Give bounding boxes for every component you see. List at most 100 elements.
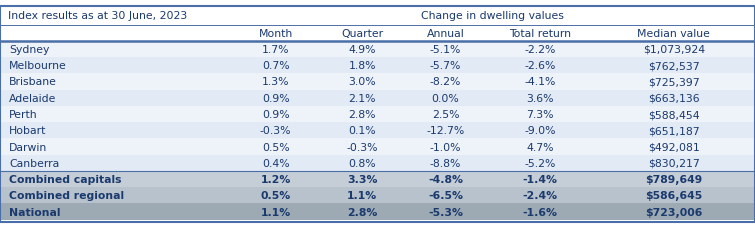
Text: 3.0%: 3.0%	[349, 77, 376, 87]
Text: 0.7%: 0.7%	[262, 61, 289, 71]
Bar	[0, 90, 230, 106]
Text: -5.3%: -5.3%	[428, 207, 463, 217]
Text: $492,081: $492,081	[648, 142, 700, 152]
Text: Combined capitals: Combined capitals	[9, 174, 122, 184]
Text: 4.9%: 4.9%	[349, 45, 376, 55]
Text: $588,454: $588,454	[648, 109, 700, 120]
Bar	[404, 42, 487, 58]
Text: -8.8%: -8.8%	[430, 158, 461, 168]
Text: 2.1%: 2.1%	[349, 93, 376, 103]
Bar	[230, 106, 321, 123]
Text: -4.8%: -4.8%	[428, 174, 463, 184]
Text: $663,136: $663,136	[648, 93, 700, 103]
Text: 0.5%: 0.5%	[260, 191, 291, 200]
Bar	[487, 42, 593, 58]
Bar	[593, 25, 755, 42]
Bar	[404, 58, 487, 74]
Text: 3.3%: 3.3%	[347, 174, 378, 184]
Bar	[593, 42, 755, 58]
Bar	[487, 204, 593, 220]
Text: Brisbane: Brisbane	[9, 77, 57, 87]
Bar	[321, 139, 404, 155]
Text: Hobart: Hobart	[9, 126, 47, 136]
Text: 1.1%: 1.1%	[260, 207, 291, 217]
Text: 0.4%: 0.4%	[262, 158, 289, 168]
Bar	[0, 74, 230, 90]
Bar	[487, 90, 593, 106]
Text: Quarter: Quarter	[341, 29, 384, 38]
Bar	[230, 204, 321, 220]
Bar	[0, 58, 230, 74]
Text: 2.8%: 2.8%	[347, 207, 378, 217]
Bar	[321, 171, 404, 187]
Bar	[230, 139, 321, 155]
Text: 7.3%: 7.3%	[526, 109, 553, 120]
Text: 1.7%: 1.7%	[262, 45, 289, 55]
Text: $1,073,924: $1,073,924	[643, 45, 705, 55]
Text: 0.9%: 0.9%	[262, 93, 289, 103]
Text: -5.2%: -5.2%	[524, 158, 556, 168]
Bar	[0, 139, 230, 155]
Bar	[487, 74, 593, 90]
Text: 1.1%: 1.1%	[347, 191, 378, 200]
Bar	[593, 155, 755, 171]
Text: -2.2%: -2.2%	[524, 45, 556, 55]
Text: $651,187: $651,187	[648, 126, 700, 136]
Text: Melbourne: Melbourne	[9, 61, 66, 71]
Bar	[487, 171, 593, 187]
Bar	[0, 123, 230, 139]
Text: Canberra: Canberra	[9, 158, 60, 168]
Bar	[404, 155, 487, 171]
Bar	[321, 58, 404, 74]
Bar	[321, 155, 404, 171]
Bar	[0, 7, 230, 25]
Text: 1.8%: 1.8%	[349, 61, 376, 71]
Bar	[321, 106, 404, 123]
Bar	[0, 25, 230, 42]
Bar	[593, 171, 755, 187]
Text: 1.3%: 1.3%	[262, 77, 289, 87]
Bar	[487, 155, 593, 171]
Bar	[593, 139, 755, 155]
Bar	[404, 139, 487, 155]
Text: Change in dwelling values: Change in dwelling values	[421, 11, 564, 21]
Bar	[404, 123, 487, 139]
Bar	[0, 42, 230, 58]
Bar	[321, 25, 404, 42]
Text: Month: Month	[258, 29, 293, 38]
Text: 0.5%: 0.5%	[262, 142, 289, 152]
Bar	[487, 139, 593, 155]
Bar	[230, 171, 321, 187]
Bar	[593, 58, 755, 74]
Text: -5.1%: -5.1%	[430, 45, 461, 55]
Text: -0.3%: -0.3%	[347, 142, 378, 152]
Bar	[593, 123, 755, 139]
Text: Perth: Perth	[9, 109, 38, 120]
Bar	[404, 106, 487, 123]
Text: -8.2%: -8.2%	[430, 77, 461, 87]
Bar	[230, 155, 321, 171]
Bar	[230, 7, 755, 25]
Bar	[0, 155, 230, 171]
Text: Darwin: Darwin	[9, 142, 48, 152]
Bar	[230, 42, 321, 58]
Text: $586,645: $586,645	[646, 191, 702, 200]
Text: -12.7%: -12.7%	[427, 126, 464, 136]
Text: 3.6%: 3.6%	[526, 93, 553, 103]
Text: 2.8%: 2.8%	[349, 109, 376, 120]
Bar	[230, 58, 321, 74]
Text: -4.1%: -4.1%	[524, 77, 556, 87]
Bar	[487, 187, 593, 204]
Text: Annual: Annual	[427, 29, 464, 38]
Text: Adelaide: Adelaide	[9, 93, 57, 103]
Bar	[230, 25, 321, 42]
Bar	[230, 90, 321, 106]
Text: Total return: Total return	[509, 29, 571, 38]
Text: Index results as at 30 June, 2023: Index results as at 30 June, 2023	[8, 11, 186, 21]
Bar	[404, 90, 487, 106]
Bar	[0, 204, 230, 220]
Bar	[0, 171, 230, 187]
Bar	[593, 106, 755, 123]
Text: 1.2%: 1.2%	[260, 174, 291, 184]
Text: 4.7%: 4.7%	[526, 142, 553, 152]
